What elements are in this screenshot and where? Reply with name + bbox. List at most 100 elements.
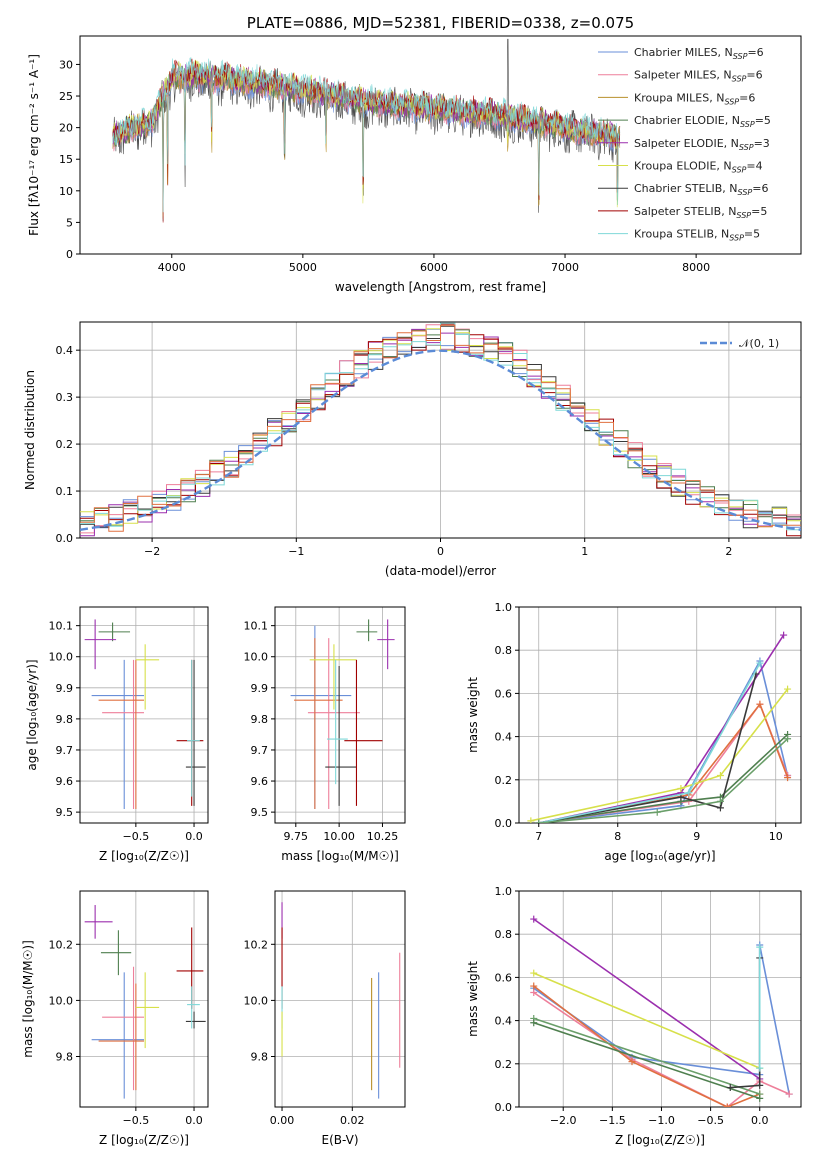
y-tick-label: 9.5 (251, 806, 269, 819)
x-tick-label: −2.0 (550, 1114, 577, 1127)
mass_vs_ebv-points (281, 902, 401, 1099)
legend-entry: Kroupa STELIB, NSSP=5 (634, 228, 760, 243)
x-tick-label: 8000 (682, 261, 710, 274)
data-point (135, 972, 160, 1049)
x-axis-label: mass [log₁₀(M/M☉)] (281, 849, 399, 863)
x-tick-label: 6000 (420, 261, 448, 274)
y-tick-label: 9.8 (56, 1051, 74, 1064)
legend-count: =6 (747, 46, 763, 59)
x-tick-label: 0 (437, 545, 444, 558)
data-point (100, 930, 132, 976)
series-marker (785, 1090, 793, 1098)
gaussian-curve (80, 349, 801, 531)
data-point (187, 986, 200, 1029)
y-tick-label: 10.2 (49, 938, 74, 951)
data-point (98, 659, 144, 810)
mass_vs_Z-points (84, 905, 206, 1099)
series-line (533, 985, 760, 1107)
legend-count: =5 (744, 228, 760, 241)
x-tick-label: 4000 (158, 261, 186, 274)
legend-entry: Kroupa MILES, NSSP=6 (634, 91, 755, 106)
legend-entry: Salpeter STELIB, NSSP=5 (634, 205, 767, 220)
series-marker (716, 797, 724, 805)
x-tick-label: −1.5 (599, 1114, 626, 1127)
y-tick-label: 0.8 (495, 928, 513, 941)
x-tick-label: 10.00 (323, 830, 355, 843)
y-tick-label: 15 (59, 153, 73, 166)
data-point (187, 659, 200, 797)
legend-subscript: SSP (732, 75, 747, 84)
legend-subscript: SSP (733, 52, 748, 61)
legend-subscript: SSP (729, 234, 744, 243)
y-tick-label: 30 (59, 58, 73, 71)
chart-title: PLATE=0886, MJD=52381, FIBERID=0338, z=0… (247, 14, 634, 32)
gaussian-legend-label: 𝒩(0, 1) (739, 337, 779, 350)
data-point (102, 966, 144, 1091)
x-tick-label: −0.5 (122, 1114, 149, 1127)
x-tick-label: −0.5 (122, 830, 149, 843)
plot-frame (518, 606, 802, 824)
y-tick-label: 0.4 (56, 344, 74, 357)
series-marker (784, 735, 792, 743)
series-marker (535, 819, 543, 823)
data-point (309, 644, 357, 710)
residuals-axes: −2 −1 0 1 2 0.0 0.1 0.2 0.3 0.4 (data-model)/error… (23, 321, 802, 578)
y-tick-label: 10.0 (49, 651, 74, 664)
legend-label: Salpeter ELODIE, N (634, 137, 739, 150)
x-tick-label: 9 (693, 830, 700, 843)
legend-subscript: SSP (736, 211, 751, 220)
series-line (538, 673, 757, 823)
age_vs_Z-axes: −0.5 0.0 9.5 9.6 9.7 9.8 9.9 10.0 10.1 Z [log₁₀(Z… (25, 606, 209, 863)
series-marker (527, 817, 535, 823)
y-tick-label: 10.0 (244, 994, 269, 1007)
y-tick-label: 10.2 (244, 938, 269, 951)
y-tick-label: 1.0 (495, 885, 513, 898)
series-marker (716, 804, 724, 812)
data-point (84, 619, 117, 670)
plot-frame (518, 890, 802, 1108)
series-marker (530, 989, 538, 997)
series-marker (756, 943, 764, 951)
series-marker (756, 1081, 764, 1089)
x-axis-label: wavelength [Angstrom, rest frame] (335, 280, 546, 294)
x-tick-label: −1 (288, 545, 304, 558)
series-marker (530, 915, 538, 923)
spectrum-lines (112, 38, 621, 223)
data-point (344, 659, 383, 806)
legend-entry: Salpeter ELODIE, NSSP=3 (634, 137, 770, 152)
series-marker (756, 1094, 764, 1102)
mass_weight_vs_Z-series (530, 915, 793, 1107)
y-tick-label: 9.9 (251, 682, 269, 695)
mass_weight_vs_age-axes: 7 8 9 10 0.0 0.2 0.4 0.6 0.8 1.0 age [log₁₀(age/yr… (466, 601, 802, 863)
series-marker (653, 808, 661, 816)
y-tick-label: 0.4 (495, 1015, 513, 1028)
y-tick-label: 25 (59, 90, 73, 103)
legend-entry: Chabrier STELIB, NSSP=6 (634, 182, 768, 197)
data-point (356, 619, 378, 642)
data-point (294, 638, 343, 810)
y-tick-label: 9.6 (56, 775, 74, 788)
mass_vs_Z-axes: −0.5 0.0 9.8 10.0 10.2 Z [log₁₀(Z/Z☉)] mass [l… (21, 890, 209, 1147)
x-tick-label: 1 (581, 545, 588, 558)
data-point (176, 659, 204, 806)
x-tick-label: 10.25 (367, 830, 399, 843)
data-point (84, 905, 113, 939)
series-line (533, 972, 761, 1069)
y-tick-label: 10 (59, 185, 73, 198)
y-tick-label: 0.8 (495, 644, 513, 657)
legend-label: Chabrier MILES, N (634, 46, 733, 59)
age_vs_Z-points (84, 619, 206, 810)
legend-subscript: SSP (732, 166, 747, 175)
legend-count: =6 (752, 182, 768, 195)
legend-label: Kroupa MILES, N (634, 91, 724, 104)
legend-count: =6 (739, 91, 755, 104)
x-tick-label: −0.5 (697, 1114, 724, 1127)
y-tick-label: 0.1 (56, 485, 74, 498)
data-point (307, 638, 360, 810)
series-marker (685, 789, 693, 797)
series-line (538, 702, 789, 823)
series-line (538, 733, 789, 823)
mass_weight_vs_age-series (527, 631, 792, 823)
legend-count: =6 (746, 69, 762, 82)
